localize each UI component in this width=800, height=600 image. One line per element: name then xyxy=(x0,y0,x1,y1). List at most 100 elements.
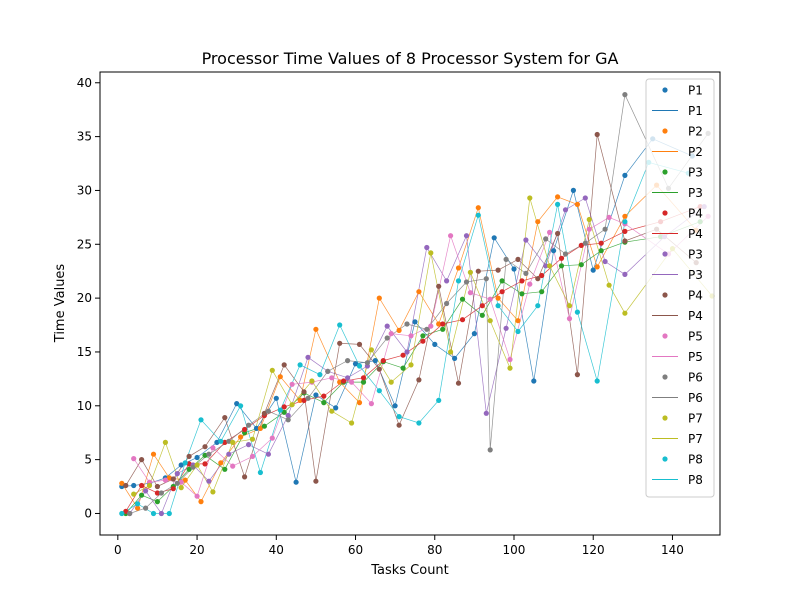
legend-label: P2 xyxy=(688,145,703,159)
y-tick-label: 40 xyxy=(77,76,92,90)
series-line-10 xyxy=(121,161,689,514)
data-point xyxy=(436,283,442,289)
data-point xyxy=(131,482,137,489)
data-point xyxy=(380,358,386,364)
data-point xyxy=(396,422,402,428)
data-point xyxy=(364,360,370,366)
data-point xyxy=(178,479,184,485)
x-tick-label: 20 xyxy=(189,543,204,557)
data-point xyxy=(182,460,188,466)
data-point xyxy=(503,325,509,331)
x-tick-label: 140 xyxy=(661,543,684,557)
data-point xyxy=(622,219,628,225)
data-point xyxy=(622,310,628,316)
legend-label: P2 xyxy=(688,125,703,139)
data-point xyxy=(400,365,406,371)
data-point xyxy=(574,309,581,315)
data-point xyxy=(305,395,311,401)
data-point xyxy=(226,438,232,444)
data-point xyxy=(416,289,422,295)
legend-marker xyxy=(662,374,668,380)
data-point xyxy=(539,272,545,279)
data-point xyxy=(558,255,565,261)
data-point xyxy=(515,328,521,335)
data-point xyxy=(574,201,581,207)
data-point xyxy=(131,491,137,497)
data-point xyxy=(388,379,394,385)
data-point xyxy=(555,230,561,237)
data-point xyxy=(416,420,422,426)
data-point xyxy=(487,318,493,324)
data-point xyxy=(440,321,446,327)
data-point xyxy=(174,471,180,477)
data-point xyxy=(186,453,192,459)
data-point xyxy=(452,355,458,361)
legend-label: P3 xyxy=(688,248,703,262)
data-point xyxy=(475,205,481,211)
data-point xyxy=(345,358,351,364)
data-point xyxy=(555,194,561,200)
data-point xyxy=(408,333,414,339)
data-point xyxy=(547,229,553,235)
data-point xyxy=(551,248,557,254)
data-point xyxy=(269,435,275,441)
legend-marker xyxy=(662,87,668,93)
data-point xyxy=(261,410,267,416)
data-point xyxy=(471,331,477,337)
series-line-7 xyxy=(133,216,709,497)
legend-label: P4 xyxy=(688,309,703,323)
data-point xyxy=(154,499,160,505)
data-point xyxy=(178,462,184,468)
x-tick-label: 120 xyxy=(582,543,605,557)
legend-box xyxy=(645,78,715,498)
data-point xyxy=(309,378,315,384)
legend-label: P1 xyxy=(688,104,703,118)
data-point xyxy=(293,479,299,485)
data-point xyxy=(479,303,485,309)
data-point xyxy=(214,439,220,445)
data-point xyxy=(479,312,485,318)
data-point xyxy=(119,510,125,517)
y-tick-label: 5 xyxy=(84,453,92,467)
data-point xyxy=(420,338,426,344)
data-point xyxy=(602,258,608,265)
data-point xyxy=(281,362,287,368)
data-point xyxy=(238,434,244,440)
data-point xyxy=(463,233,470,239)
data-point xyxy=(202,461,208,467)
data-point xyxy=(507,356,513,363)
data-point xyxy=(543,263,549,269)
data-point xyxy=(265,451,271,457)
data-point xyxy=(242,474,248,480)
data-point xyxy=(253,425,260,431)
x-tick-label: 100 xyxy=(503,543,526,557)
data-point xyxy=(396,327,402,333)
data-point xyxy=(238,403,244,409)
data-point xyxy=(543,236,549,242)
data-point xyxy=(170,486,176,492)
data-point xyxy=(313,326,319,332)
x-tick-label: 80 xyxy=(427,543,442,557)
data-point xyxy=(234,401,240,407)
legend-label: P4 xyxy=(688,227,703,241)
data-point xyxy=(222,466,228,472)
legend-marker xyxy=(662,210,668,216)
data-point xyxy=(586,226,592,232)
series-lines xyxy=(121,93,713,515)
data-point xyxy=(150,510,157,517)
data-point xyxy=(606,282,612,288)
data-point xyxy=(246,442,252,448)
data-point xyxy=(566,316,573,322)
data-point xyxy=(297,397,303,403)
data-point xyxy=(127,510,133,517)
data-point xyxy=(162,477,168,483)
data-point xyxy=(499,278,505,284)
data-point xyxy=(578,262,584,268)
data-point xyxy=(444,278,450,284)
data-point xyxy=(384,323,390,329)
data-point xyxy=(562,207,569,213)
data-point xyxy=(356,341,363,347)
data-point xyxy=(432,341,438,347)
data-point xyxy=(428,323,434,329)
